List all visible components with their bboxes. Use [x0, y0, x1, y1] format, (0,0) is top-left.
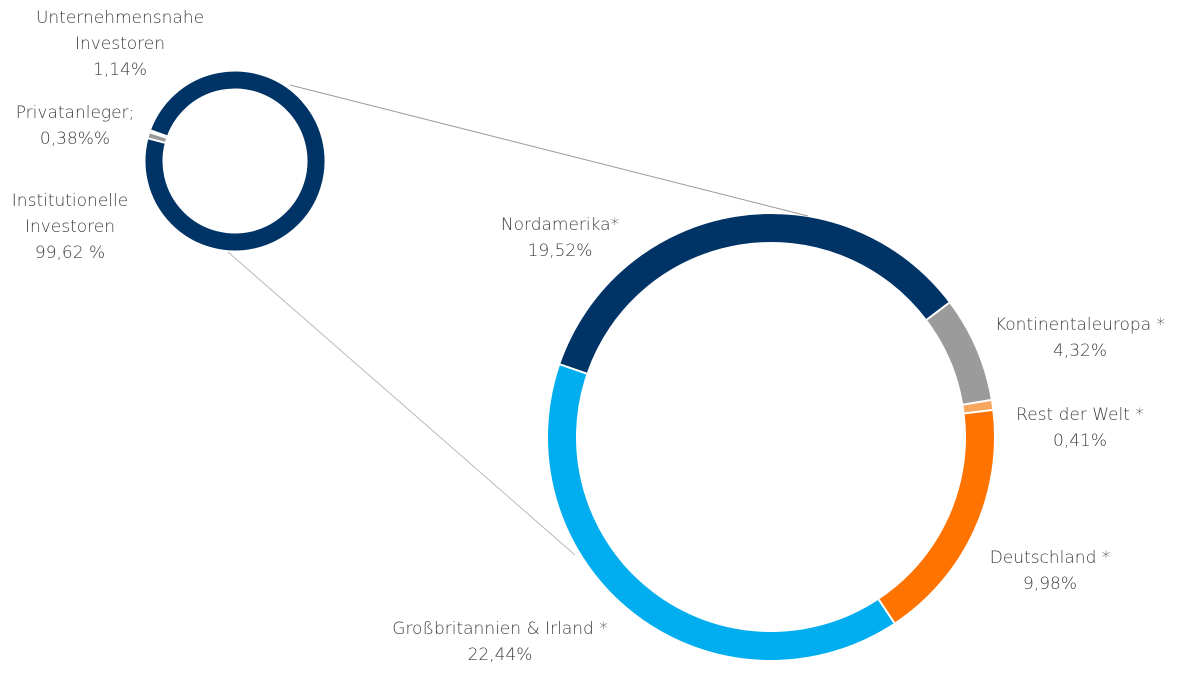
data-label: Privatanleger; 0,38%%	[0, 100, 155, 152]
segment-separator	[559, 363, 587, 375]
value-label: 4,32%	[1052, 341, 1107, 361]
data-label: Nordamerika* 19,52%	[460, 212, 660, 264]
data-label: Großbritannien & Irland * 22,44%	[350, 616, 650, 668]
category-label: Kontinentaleuropa *	[994, 315, 1166, 335]
data-label: Institutionelle Investoren 99,62 %	[0, 188, 145, 266]
segment-separator	[877, 598, 896, 624]
segment-separator	[926, 302, 950, 321]
segment-separator	[964, 409, 993, 415]
donut-segment	[963, 399, 993, 414]
value-label: 0,41%	[1052, 431, 1107, 451]
category-label: Nordamerika*	[500, 215, 620, 235]
donut-segment	[560, 214, 950, 374]
value-label: 1,14%	[92, 60, 147, 80]
donut-segment	[878, 410, 994, 623]
connector-line	[227, 251, 576, 556]
donut-segment	[926, 302, 991, 405]
category-label: Großbritannien & Irland *	[392, 619, 608, 639]
segment-separator	[148, 137, 166, 144]
segment-separator	[150, 129, 168, 138]
value-label: 0,38%%	[39, 129, 111, 149]
category-label: Unternehmensnahe Investoren	[35, 8, 205, 54]
value-label: 19,52%	[527, 241, 593, 261]
category-label: Deutschland *	[989, 548, 1111, 568]
category-label: Rest der Welt *	[1016, 405, 1144, 425]
segment-separator	[149, 131, 167, 139]
value-label: 99,62 %	[34, 243, 106, 263]
data-label: Deutschland * 9,98%	[960, 545, 1140, 597]
donut-segment	[548, 364, 895, 660]
data-label: Kontinentaleuropa * 4,32%	[960, 312, 1180, 364]
connector-line	[289, 84, 809, 217]
value-label: 9,98%	[1022, 574, 1077, 594]
data-label: Rest der Welt * 0,41%	[990, 402, 1170, 454]
donut-segment	[145, 71, 325, 251]
category-label: Institutionelle Investoren	[11, 191, 129, 237]
value-label: 22,44%	[467, 645, 533, 665]
category-label: Privatanleger;	[15, 103, 135, 123]
segment-separator	[963, 398, 992, 406]
data-label: Unternehmensnahe Investoren 1,14%	[20, 5, 220, 83]
